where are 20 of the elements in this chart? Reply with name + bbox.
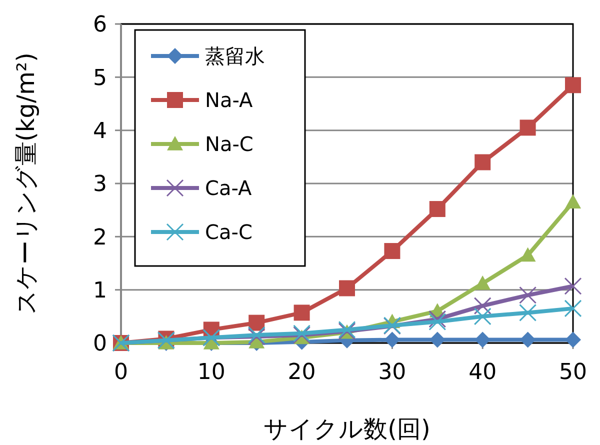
x-tick-label: 0	[114, 360, 128, 385]
y-tick-label: 3	[93, 172, 107, 198]
x-tick-label: 10	[197, 360, 226, 385]
legend-label: Ca-A	[205, 176, 252, 200]
y-tick-label: 0	[93, 332, 107, 357]
x-tick-label: 50	[559, 360, 587, 385]
y-tick-label: 1	[93, 278, 107, 304]
legend-label: Ca-C	[205, 220, 252, 244]
legend-label: Na-A	[205, 88, 253, 112]
y-tick-label: 5	[93, 66, 107, 91]
y-tick-label: 2	[93, 225, 107, 250]
x-tick-label: 20	[288, 360, 316, 385]
y-tick-label: 4	[93, 119, 107, 144]
legend-label: Na-C	[205, 132, 254, 156]
x-tick-label: 30	[378, 360, 406, 385]
y-axis-title: スケーリング量(kg/m²)	[12, 52, 40, 314]
x-tick-label: 40	[468, 360, 497, 385]
y-tick-label: 6	[93, 12, 107, 38]
legend-label: 蒸留水	[205, 44, 265, 68]
x-axis-title: サイクル数(回)	[264, 415, 430, 443]
